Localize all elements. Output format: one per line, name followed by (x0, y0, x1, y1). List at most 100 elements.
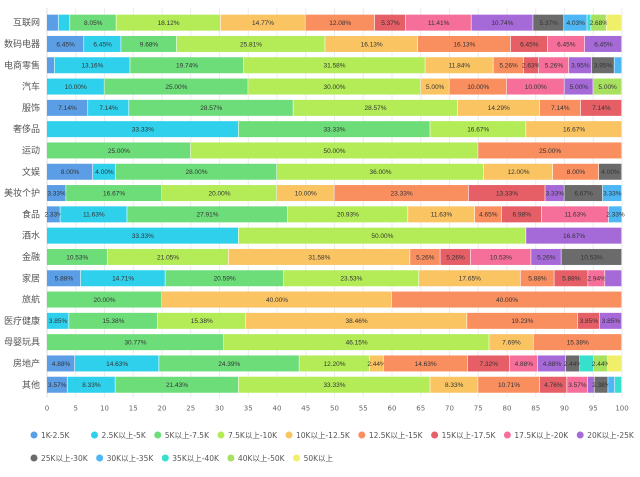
bar-segment[interactable] (283, 270, 419, 287)
bar-segment[interactable] (533, 14, 564, 31)
bar-segment[interactable] (545, 185, 564, 202)
bar-segment[interactable] (228, 248, 410, 265)
bar-segment[interactable] (238, 121, 430, 138)
bar-segment[interactable] (67, 376, 115, 393)
legend-item[interactable]: 7.5K以上-10K (217, 431, 279, 440)
bar-segment[interactable] (47, 376, 67, 393)
bar-segment[interactable] (75, 355, 159, 372)
bar-segment[interactable] (69, 312, 157, 329)
legend-item[interactable]: 50K以上 (293, 454, 334, 463)
bar-segment[interactable] (54, 57, 130, 74)
bar-segment[interactable] (608, 376, 615, 393)
bar-segment[interactable] (419, 270, 520, 287)
legend-item[interactable]: 30K以上-35K (96, 454, 154, 463)
bar-segment[interactable] (223, 334, 489, 351)
bar-segment[interactable] (47, 355, 75, 372)
bar-segment[interactable] (58, 14, 70, 31)
legend-item[interactable]: 5K以上-7.5K (154, 431, 210, 440)
bar-segment[interactable] (587, 376, 594, 393)
bar-segment[interactable] (47, 142, 191, 159)
bar-segment[interactable] (127, 206, 288, 223)
bar-segment[interactable] (588, 270, 605, 287)
legend-item[interactable]: 35K以上-40K (161, 454, 220, 463)
bar-segment[interactable] (579, 355, 594, 372)
bar-segment[interactable] (537, 355, 566, 372)
bar-segment[interactable] (176, 35, 325, 52)
bar-segment[interactable] (564, 78, 593, 95)
bar-segment[interactable] (190, 142, 478, 159)
bar-segment[interactable] (47, 206, 60, 223)
bar-segment[interactable] (599, 163, 622, 180)
bar-segment[interactable] (238, 376, 430, 393)
bar-segment[interactable] (547, 35, 585, 52)
bar-segment[interactable] (277, 163, 484, 180)
bar-segment[interactable] (88, 99, 129, 116)
bar-segment[interactable] (47, 35, 84, 52)
bar-segment[interactable] (449, 78, 507, 95)
bar-segment[interactable] (417, 35, 511, 52)
legend-item[interactable]: 17.5K以上-20K (503, 431, 569, 440)
bar-segment[interactable] (130, 57, 244, 74)
bar-segment[interactable] (608, 206, 622, 223)
bar-segment[interactable] (577, 312, 600, 329)
bar-segment[interactable] (246, 312, 467, 329)
bar-segment[interactable] (507, 78, 564, 95)
bar-segment[interactable] (478, 142, 622, 159)
bar-segment[interactable] (305, 14, 375, 31)
bar-segment[interactable] (564, 14, 587, 31)
bar-segment[interactable] (599, 312, 622, 329)
bar-segment[interactable] (564, 185, 603, 202)
bar-segment[interactable] (80, 270, 165, 287)
bar-segment[interactable] (47, 163, 93, 180)
legend-item[interactable]: 20K以上-25K (576, 431, 635, 440)
bar-segment[interactable] (509, 355, 538, 372)
bar-segment[interactable] (591, 57, 614, 74)
bar-segment[interactable] (593, 78, 622, 95)
bar-segment[interactable] (157, 312, 246, 329)
bar-segment[interactable] (425, 57, 493, 74)
bar-segment[interactable] (159, 355, 299, 372)
bar-segment[interactable] (567, 376, 588, 393)
bar-segment[interactable] (470, 248, 531, 265)
bar-segment[interactable] (593, 355, 608, 372)
bar-segment[interactable] (606, 14, 622, 31)
bar-segment[interactable] (605, 270, 622, 287)
bar-segment[interactable] (602, 185, 622, 202)
bar-segment[interactable] (299, 355, 369, 372)
bar-segment[interactable] (554, 270, 588, 287)
bar-segment[interactable] (584, 35, 622, 52)
bar-segment[interactable] (70, 14, 116, 31)
bar-segment[interactable] (539, 99, 581, 116)
bar-segment[interactable] (165, 270, 284, 287)
bar-segment[interactable] (587, 14, 591, 31)
bar-segment[interactable] (369, 355, 384, 372)
bar-segment[interactable] (538, 57, 569, 74)
bar-segment[interactable] (533, 334, 622, 351)
bar-segment[interactable] (531, 248, 561, 265)
bar-segment[interactable] (510, 35, 548, 52)
bar-segment[interactable] (84, 35, 121, 52)
bar-segment[interactable] (408, 206, 475, 223)
bar-segment[interactable] (243, 57, 425, 74)
bar-segment[interactable] (580, 99, 622, 116)
bar-segment[interactable] (591, 14, 606, 31)
bar-segment[interactable] (47, 78, 104, 95)
legend[interactable]: 1K-2.5K 2.5K以上-5K 5K以上-7.5K 7.5K以上-10K 10K以上… (30, 431, 635, 463)
bar-segment[interactable] (474, 206, 502, 223)
bar-segment[interactable] (526, 121, 622, 138)
bar-segment[interactable] (162, 291, 392, 308)
bar-segment[interactable] (47, 185, 66, 202)
bar-segment[interactable] (93, 163, 116, 180)
bar-segment[interactable] (60, 206, 127, 223)
bar-segment[interactable] (116, 163, 277, 180)
bar-segment[interactable] (569, 57, 592, 74)
bar-segment[interactable] (47, 291, 162, 308)
bar-segment[interactable] (471, 14, 533, 31)
bar-segment[interactable] (66, 185, 162, 202)
legend-item[interactable]: 25K以上-30K (30, 454, 89, 463)
bar-segment[interactable] (115, 376, 239, 393)
bar-segment[interactable] (47, 270, 81, 287)
bar-segment[interactable] (248, 78, 421, 95)
bar-segment[interactable] (565, 355, 580, 372)
bar-segment[interactable] (238, 227, 526, 244)
